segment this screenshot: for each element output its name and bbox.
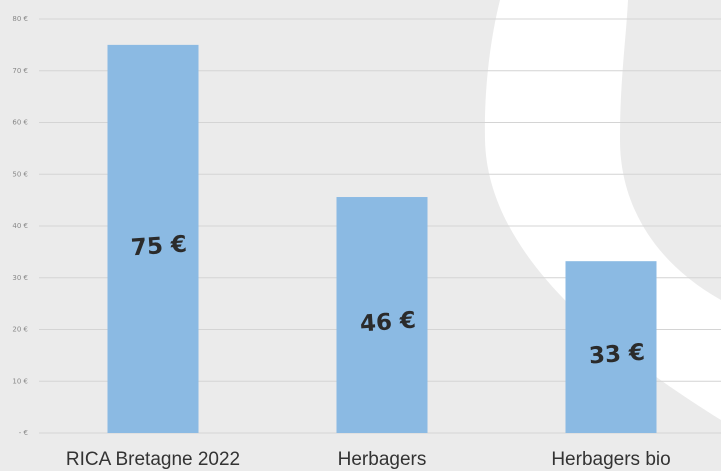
bar	[107, 44, 199, 433]
bars: RICA Bretagne 2022 75 € Herbagers 46 € Herba…	[66, 44, 671, 470]
y-tick-label: 30 €	[12, 274, 28, 282]
y-tick-label: 80 €	[12, 15, 28, 23]
x-tick-label: Herbagers	[338, 449, 427, 470]
y-tick-label: - €	[19, 429, 28, 437]
x-tick-label: RICA Bretagne 2022	[66, 449, 240, 470]
x-tick-label: Herbagers bio	[551, 449, 670, 470]
y-tick-label: 40 €	[12, 222, 28, 230]
y-tick-label: 10 €	[12, 377, 28, 385]
y-tick-label: 20 €	[12, 326, 28, 334]
value-label: 46 €	[359, 308, 417, 338]
decorative-shape	[484, 0, 721, 420]
y-tick-label: 70 €	[12, 67, 28, 75]
bar	[565, 261, 657, 433]
bar	[336, 197, 428, 433]
y-tick-label: 60 €	[12, 119, 28, 127]
value-label: 75 €	[130, 232, 188, 262]
value-label: 33 €	[588, 340, 646, 370]
y-tick-label: 50 €	[12, 170, 28, 178]
